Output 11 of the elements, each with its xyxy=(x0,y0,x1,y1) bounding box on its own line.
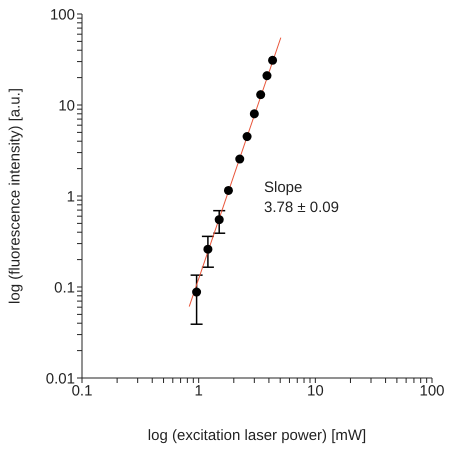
annotation: Slope 3.78 ± 0.09 xyxy=(264,178,339,218)
x-tick-label: 100 xyxy=(419,382,445,400)
x-axis-title: log (excitation laser power) [mW] xyxy=(148,427,366,444)
y-tick-label: 1 xyxy=(66,188,75,206)
y-tick-label: 100 xyxy=(50,6,75,24)
y-tick-label: 0.1 xyxy=(54,279,75,296)
y-axis-title: log (fluorescence intensity) [a.u.] xyxy=(6,88,24,304)
x-tick-label: 0.1 xyxy=(72,382,92,400)
x-tick-label: 10 xyxy=(306,382,324,400)
y-tick-label: 10 xyxy=(58,97,75,114)
x-tick-label: 1 xyxy=(194,382,203,400)
